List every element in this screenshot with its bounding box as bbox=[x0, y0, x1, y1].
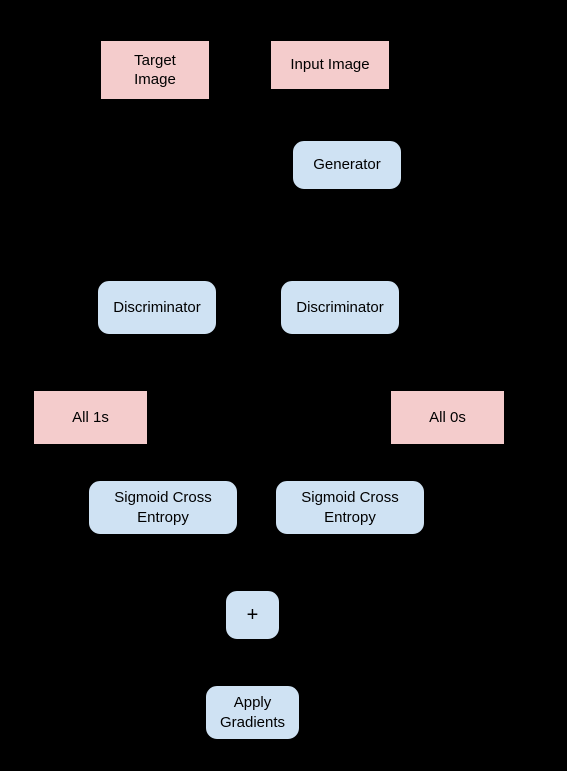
node-generator: Generator bbox=[292, 140, 402, 190]
node-sce-left: Sigmoid CrossEntropy bbox=[88, 480, 238, 535]
node-sce-right: Sigmoid CrossEntropy bbox=[275, 480, 425, 535]
node-label: ApplyGradients bbox=[220, 693, 285, 732]
edge-arrow bbox=[385, 445, 440, 480]
node-label: TargetImage bbox=[134, 51, 176, 90]
flowchart-edges bbox=[0, 0, 567, 771]
node-label: Sigmoid CrossEntropy bbox=[114, 488, 212, 527]
node-label: Generator bbox=[313, 155, 381, 175]
node-all-1s: All 1s bbox=[33, 390, 148, 445]
node-all-0s: All 0s bbox=[390, 390, 505, 445]
node-discriminator-right: Discriminator bbox=[280, 280, 400, 335]
node-input-image: Input Image bbox=[270, 40, 390, 90]
node-label: All 1s bbox=[72, 408, 109, 428]
node-target-image: TargetImage bbox=[100, 40, 210, 100]
node-label: Discriminator bbox=[113, 298, 201, 318]
node-plus: + bbox=[225, 590, 280, 640]
edge-arrow bbox=[95, 445, 125, 480]
node-label: Input Image bbox=[290, 55, 369, 75]
edge-arrow bbox=[265, 535, 345, 590]
node-discriminator-left: Discriminator bbox=[97, 280, 217, 335]
node-apply-gradients: ApplyGradients bbox=[205, 685, 300, 740]
node-label: Discriminator bbox=[296, 298, 384, 318]
node-label: Sigmoid CrossEntropy bbox=[301, 488, 399, 527]
edge-arrow bbox=[165, 535, 240, 590]
node-label: All 0s bbox=[429, 408, 466, 428]
node-label: + bbox=[247, 602, 259, 628]
